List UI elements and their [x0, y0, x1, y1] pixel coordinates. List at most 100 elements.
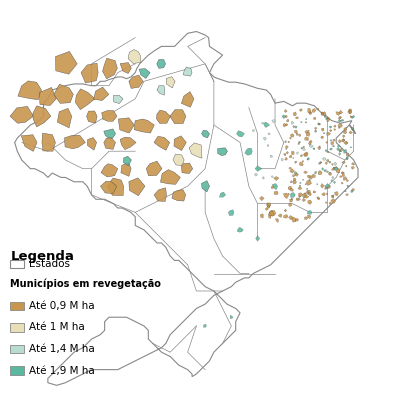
Polygon shape [301, 147, 303, 149]
Polygon shape [284, 154, 286, 156]
Polygon shape [21, 135, 37, 151]
Polygon shape [120, 137, 136, 150]
Polygon shape [295, 126, 297, 129]
Polygon shape [318, 171, 322, 175]
Polygon shape [300, 109, 303, 111]
Polygon shape [156, 110, 171, 124]
Polygon shape [352, 163, 355, 165]
Polygon shape [340, 120, 342, 121]
Text: Legenda: Legenda [10, 250, 74, 262]
Polygon shape [315, 171, 317, 174]
Polygon shape [305, 118, 307, 120]
Polygon shape [304, 217, 308, 220]
Polygon shape [203, 324, 207, 327]
Polygon shape [352, 188, 354, 191]
Polygon shape [290, 199, 292, 202]
Polygon shape [347, 180, 349, 181]
Polygon shape [329, 161, 331, 163]
Polygon shape [343, 130, 347, 134]
Polygon shape [268, 211, 273, 216]
Polygon shape [331, 196, 334, 198]
Polygon shape [346, 193, 349, 196]
Polygon shape [313, 148, 315, 149]
Polygon shape [339, 117, 341, 119]
Polygon shape [334, 167, 338, 170]
Polygon shape [337, 148, 339, 151]
Polygon shape [326, 132, 331, 135]
Polygon shape [326, 186, 327, 188]
Polygon shape [327, 151, 329, 153]
Polygon shape [334, 125, 336, 127]
Polygon shape [296, 198, 298, 201]
Polygon shape [305, 122, 307, 123]
Polygon shape [324, 169, 326, 172]
Polygon shape [252, 129, 254, 132]
Polygon shape [55, 52, 77, 74]
Polygon shape [321, 162, 322, 163]
Polygon shape [322, 158, 326, 160]
Polygon shape [289, 167, 292, 169]
Polygon shape [274, 191, 278, 195]
Polygon shape [309, 144, 313, 148]
Polygon shape [93, 87, 109, 100]
Polygon shape [272, 120, 275, 123]
Polygon shape [324, 116, 325, 117]
Polygon shape [338, 120, 341, 122]
Polygon shape [299, 185, 301, 187]
Polygon shape [313, 117, 316, 120]
Polygon shape [217, 148, 228, 156]
Polygon shape [297, 133, 298, 136]
Polygon shape [314, 130, 317, 133]
Polygon shape [285, 148, 287, 150]
Polygon shape [327, 117, 329, 120]
Polygon shape [267, 144, 269, 147]
Polygon shape [272, 176, 273, 178]
Polygon shape [289, 215, 294, 220]
Polygon shape [113, 95, 123, 104]
Polygon shape [287, 119, 289, 122]
Polygon shape [300, 182, 301, 184]
Polygon shape [335, 191, 338, 196]
Polygon shape [264, 137, 266, 140]
Polygon shape [166, 77, 175, 88]
Polygon shape [291, 151, 295, 155]
Polygon shape [283, 193, 289, 199]
Polygon shape [334, 129, 336, 131]
Polygon shape [304, 171, 308, 173]
Polygon shape [269, 210, 276, 216]
Polygon shape [283, 123, 287, 127]
Polygon shape [312, 109, 316, 112]
Polygon shape [288, 186, 292, 190]
Polygon shape [314, 127, 317, 130]
Polygon shape [329, 126, 332, 128]
Polygon shape [339, 110, 343, 114]
Polygon shape [274, 176, 279, 181]
Polygon shape [342, 139, 345, 142]
Polygon shape [307, 158, 310, 160]
Polygon shape [172, 190, 186, 201]
Polygon shape [281, 158, 283, 161]
Polygon shape [346, 158, 348, 160]
Text: Até 1 M ha: Até 1 M ha [29, 322, 85, 332]
Polygon shape [331, 141, 334, 145]
Polygon shape [307, 190, 310, 194]
Polygon shape [325, 202, 327, 203]
Polygon shape [202, 130, 210, 138]
Polygon shape [264, 122, 269, 128]
Polygon shape [338, 127, 340, 129]
Polygon shape [346, 157, 348, 159]
Polygon shape [345, 191, 347, 192]
Polygon shape [174, 136, 186, 151]
Polygon shape [121, 162, 131, 176]
Polygon shape [170, 109, 186, 124]
Polygon shape [339, 176, 342, 178]
Polygon shape [284, 109, 287, 113]
Polygon shape [322, 193, 326, 196]
Polygon shape [181, 163, 193, 173]
Polygon shape [299, 195, 301, 198]
Polygon shape [123, 156, 132, 166]
Polygon shape [326, 159, 329, 162]
Polygon shape [157, 86, 165, 95]
Polygon shape [326, 141, 327, 144]
Polygon shape [290, 137, 292, 139]
